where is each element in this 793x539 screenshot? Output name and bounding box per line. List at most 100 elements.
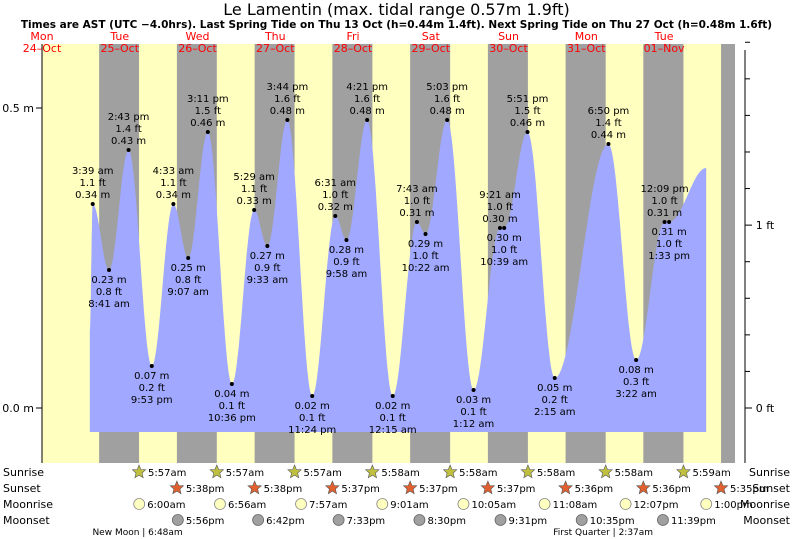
sunset-icon [169,480,185,495]
sunrise-icon [364,464,380,479]
sunset-icon [713,480,729,495]
low-tide-time: 12:15 am [369,425,417,436]
day-header-date: 29–Oct [412,42,451,55]
sunrise-icon [287,464,302,479]
low-tide-meters: 0.04 m [214,389,249,400]
sunset-icon [635,480,651,495]
high-tide-time: 6:50 pm [588,106,630,117]
high-tide-feet: 1.5 ft [514,106,540,117]
high-tide-meters: 0.34 m [75,190,110,201]
moonrise-time: 11:08am [553,500,598,511]
low-tide-time: 3:22 am [615,389,657,400]
day-header-date: 25–Oct [100,42,139,55]
low-tide-point [634,358,639,362]
sunset-icon [558,480,573,495]
axes: 0.0 m 0.5 m 0 ft 1 ft [2,41,775,463]
sunrise-time: 5:58am [459,468,497,479]
sunset-icon [402,480,418,495]
low-tide-meters: 0.30 m [487,233,522,244]
low-tide-feet: 0.2 ft [542,395,568,406]
high-tide-time: 3:11 pm [187,94,229,105]
sunmoon-row-label-right: Sunset [752,482,790,495]
sunrise-time: 5:57am [304,468,342,479]
low-tide-time: 10:39 am [480,257,528,268]
moonset-time: 11:39pm [671,516,716,527]
moonset-time: 6:42pm [266,516,305,527]
high-tide-meters: 0.33 m [237,196,272,207]
sunset-time: 5:37pm [341,484,380,495]
low-tide-feet: 1.0 ft [412,251,438,262]
high-tide-feet: 1.6 ft [274,94,300,105]
high-tide-time: 9:21 am [479,190,521,201]
tide-area [89,120,707,432]
high-tide-feet: 1.0 ft [322,190,348,201]
high-tide-meters: 0.46 m [190,118,225,129]
day-header-weekday: Thu [264,30,286,43]
low-tide-time: 11:24 pm [288,425,336,436]
sunrise-time: 5:57am [148,468,186,479]
high-tide-point [126,148,131,152]
high-tide-time: 6:31 am [315,178,357,189]
low-tide-point [186,256,191,260]
sunset-icon [247,480,263,495]
daylight-band [42,44,100,463]
moonrise-time: 12:07pm [634,500,679,511]
moonset-icon [575,514,588,526]
moonset-time: 10:35pm [590,516,635,527]
low-tide-point [310,394,315,398]
low-tide-meters: 0.03 m [456,395,491,406]
sunset-time: 5:37pm [497,484,536,495]
day-header-weekday: Sun [498,30,519,43]
low-tide-time: 9:53 pm [131,395,173,406]
low-tide-feet: 0.9 ft [254,263,280,274]
high-tide-feet: 1.5 ft [195,106,221,117]
high-tide-meters: 0.43 m [111,136,146,147]
moonrise-icon [214,498,226,510]
sunset-time: 5:36pm [575,484,614,495]
sunset-icon [324,480,340,495]
moonrise-time: 7:57am [309,500,347,511]
sunmoon-row-label-left: Moonset [3,514,50,527]
low-tide-time: 10:22 am [402,263,450,274]
right-axis-label: 0 ft [756,402,775,415]
high-tide-point [445,118,450,122]
low-tide-point [229,382,234,386]
tide-extrema: 3:39 am1.1 ft0.34 m0.23 m0.8 ft8:41 am2:… [72,82,690,436]
day-header-weekday: Mon [575,30,598,43]
high-tide-point [171,202,176,206]
sunset-time: 5:36pm [652,484,691,495]
low-tide-meters: 0.29 m [408,239,443,250]
day-header-date: 28–Oct [334,42,373,55]
high-tide-feet: 1.6 ft [434,94,460,105]
sunrise-icon [598,464,614,479]
moonrise-icon [295,498,307,510]
moonset-icon [494,514,507,526]
high-tide-meters: 0.34 m [156,190,191,201]
moonrise-icon [376,498,389,510]
high-tide-time: 5:29 am [233,172,275,183]
moonrise-icon [700,498,713,510]
moonset-icon [332,514,345,526]
high-tide-point [285,118,290,122]
high-tide-time: 2:43 pm [108,112,150,123]
high-tide-time: 4:33 am [153,166,195,177]
moonrise-icon [133,498,146,510]
high-tide-time: 12:09 pm [641,184,689,195]
low-tide-meters: 0.07 m [134,371,169,382]
high-tide-point [90,202,95,206]
sunrise-time: 5:57am [226,468,264,479]
sunmoon-row-label-right: Moonrise [740,498,790,511]
low-tide-point [471,388,476,392]
high-tide-meters: 0.31 m [647,208,682,219]
low-tide-meters: 0.28 m [329,245,364,256]
day-header-weekday: Tue [109,30,129,43]
low-tide-point [149,364,154,368]
sunrise-icon [209,464,225,479]
low-tide-feet: 0.1 ft [460,407,486,418]
sunset-icon [480,480,496,495]
moonrise-icon [619,498,632,510]
day-header-weekday: Mon [30,30,53,43]
day-header-weekday: Sat [422,30,441,43]
sun-moon-table: Sunrise Sunrise Sunset Sunset Moonrise Moonri… [3,464,791,538]
high-tide-point [414,220,419,224]
